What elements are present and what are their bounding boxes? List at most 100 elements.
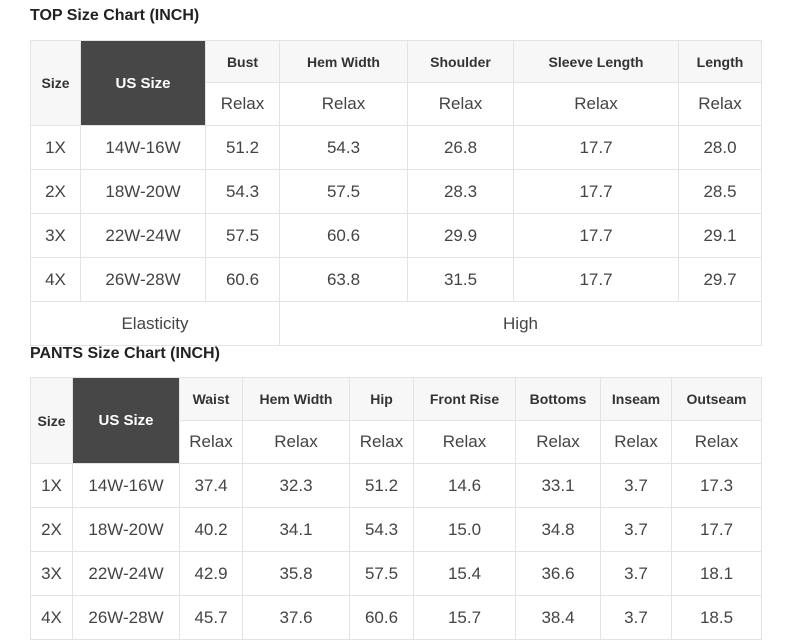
table-row: 2X 18W-20W 54.3 57.5 28.3 17.7 28.5 [30, 169, 762, 214]
size-cell: 2X [30, 507, 73, 552]
size-cell: 4X [30, 257, 81, 302]
fit-type-cell: Relax [671, 420, 762, 464]
us-size-cell: 22W-24W [80, 213, 206, 258]
size-cell: 3X [30, 551, 73, 596]
pants-chart-title: PANTS Size Chart (INCH) [30, 345, 220, 362]
measurement-cell: 57.5 [279, 169, 408, 214]
measurement-cell: 17.7 [513, 213, 679, 258]
measurement-cell: 29.7 [678, 257, 762, 302]
fit-type-cell: Relax [513, 82, 679, 126]
fit-type-cell: Relax [205, 82, 280, 126]
measurement-cell: 3.7 [600, 595, 672, 640]
table-row: 3X 22W-24W 57.5 60.6 29.9 17.7 29.1 [30, 213, 762, 258]
measurement-cell: 38.4 [515, 595, 601, 640]
measurement-cell: 54.3 [205, 169, 280, 214]
us-size-cell: 14W-16W [80, 125, 206, 170]
table-row: 2X 18W-20W 40.2 34.1 54.3 15.0 34.8 3.7 17.7 [30, 507, 762, 552]
top-size-table: Size US Size Bust Hem Width Shoulder Sleeve L… [30, 40, 762, 346]
us-size-cell: 26W-28W [72, 595, 180, 640]
measurement-cell: 60.6 [279, 213, 408, 258]
us-size-cell: 14W-16W [72, 463, 180, 508]
size-header: Size [30, 377, 73, 464]
top-chart-title: TOP Size Chart (INCH) [30, 7, 200, 24]
measurement-cell: 3.7 [600, 507, 672, 552]
measurement-cell: 26.8 [407, 125, 514, 170]
measurement-cell: 57.5 [349, 551, 414, 596]
measurement-cell: 3.7 [600, 551, 672, 596]
column-header: Length [678, 40, 762, 83]
measurement-cell: 14.6 [413, 463, 516, 508]
size-cell: 1X [30, 463, 73, 508]
measurement-cell: 34.1 [242, 507, 350, 552]
column-header: Waist [179, 377, 243, 421]
measurement-cell: 31.5 [407, 257, 514, 302]
fit-type-cell: Relax [179, 420, 243, 464]
measurement-cell: 17.7 [513, 125, 679, 170]
measurement-cell: 29.9 [407, 213, 514, 258]
fit-type-cell: Relax [279, 82, 408, 126]
size-cell: 4X [30, 595, 73, 640]
fit-type-cell: Relax [678, 82, 762, 126]
header-row: Size US Size Bust Hem Width Shoulder Sleeve L… [30, 40, 762, 126]
measurement-cell: 28.3 [407, 169, 514, 214]
header-row: Size US Size Waist Hem Width Hip Front Rise Bo… [30, 377, 762, 464]
measurement-cell: 32.3 [242, 463, 350, 508]
measurement-cell: 18.5 [671, 595, 762, 640]
us-size-header: US Size [72, 377, 180, 464]
us-size-cell: 26W-28W [80, 257, 206, 302]
measurement-cell: 57.5 [205, 213, 280, 258]
table-row: 1X 14W-16W 37.4 32.3 51.2 14.6 33.1 3.7 17.3 [30, 463, 762, 508]
fit-type-cell: Relax [413, 420, 516, 464]
elasticity-value: High [279, 301, 762, 346]
measurement-cell: 15.4 [413, 551, 516, 596]
table-row: 1X 14W-16W 51.2 54.3 26.8 17.7 28.0 [30, 125, 762, 170]
column-header: Outseam [671, 377, 762, 421]
column-header: Bust [205, 40, 280, 83]
size-header: Size [30, 40, 81, 126]
elasticity-row: Elasticity High [30, 301, 762, 346]
fit-row: Relax Relax Relax Relax Relax Relax Relax [31, 420, 762, 464]
column-header: Hem Width [242, 377, 350, 421]
size-cell: 3X [30, 213, 81, 258]
measurement-cell: 40.2 [179, 507, 243, 552]
us-size-header: US Size [80, 40, 206, 126]
column-header: Inseam [600, 377, 672, 421]
measurement-cell: 15.7 [413, 595, 516, 640]
column-header: Bottoms [515, 377, 601, 421]
size-cell: 2X [30, 169, 81, 214]
column-header: Shoulder [407, 40, 514, 83]
measurement-cell: 45.7 [179, 595, 243, 640]
measurement-cell: 28.0 [678, 125, 762, 170]
size-cell: 1X [30, 125, 81, 170]
column-header: Sleeve Length [513, 40, 679, 83]
measurement-cell: 37.4 [179, 463, 243, 508]
column-header: Hem Width [279, 40, 408, 83]
table-row: 3X 22W-24W 42.9 35.8 57.5 15.4 36.6 3.7 18.1 [30, 551, 762, 596]
measurement-cell: 3.7 [600, 463, 672, 508]
pants-size-table: Size US Size Waist Hem Width Hip Front Rise Bo… [30, 377, 762, 640]
measurement-cell: 63.8 [279, 257, 408, 302]
measurement-cell: 28.5 [678, 169, 762, 214]
measurement-cell: 17.7 [513, 169, 679, 214]
fit-type-cell: Relax [349, 420, 414, 464]
measurement-cell: 42.9 [179, 551, 243, 596]
column-header: Front Rise [413, 377, 516, 421]
measurement-cell: 33.1 [515, 463, 601, 508]
measurement-cell: 37.6 [242, 595, 350, 640]
measurement-cell: 54.3 [349, 507, 414, 552]
measurement-cell: 36.6 [515, 551, 601, 596]
fit-type-cell: Relax [600, 420, 672, 464]
measurement-cell: 54.3 [279, 125, 408, 170]
measurement-cell: 18.1 [671, 551, 762, 596]
column-header: Hip [349, 377, 414, 421]
fit-type-cell: Relax [242, 420, 350, 464]
measurement-cell: 17.7 [513, 257, 679, 302]
measurement-cell: 60.6 [205, 257, 280, 302]
measurement-cell: 17.7 [671, 507, 762, 552]
measurement-cell: 60.6 [349, 595, 414, 640]
measurement-cell: 51.2 [349, 463, 414, 508]
table-row: 4X 26W-28W 60.6 63.8 31.5 17.7 29.7 [30, 257, 762, 302]
table-row: 4X 26W-28W 45.7 37.6 60.6 15.7 38.4 3.7 18.5 [30, 595, 762, 640]
measurement-cell: 34.8 [515, 507, 601, 552]
us-size-cell: 22W-24W [72, 551, 180, 596]
